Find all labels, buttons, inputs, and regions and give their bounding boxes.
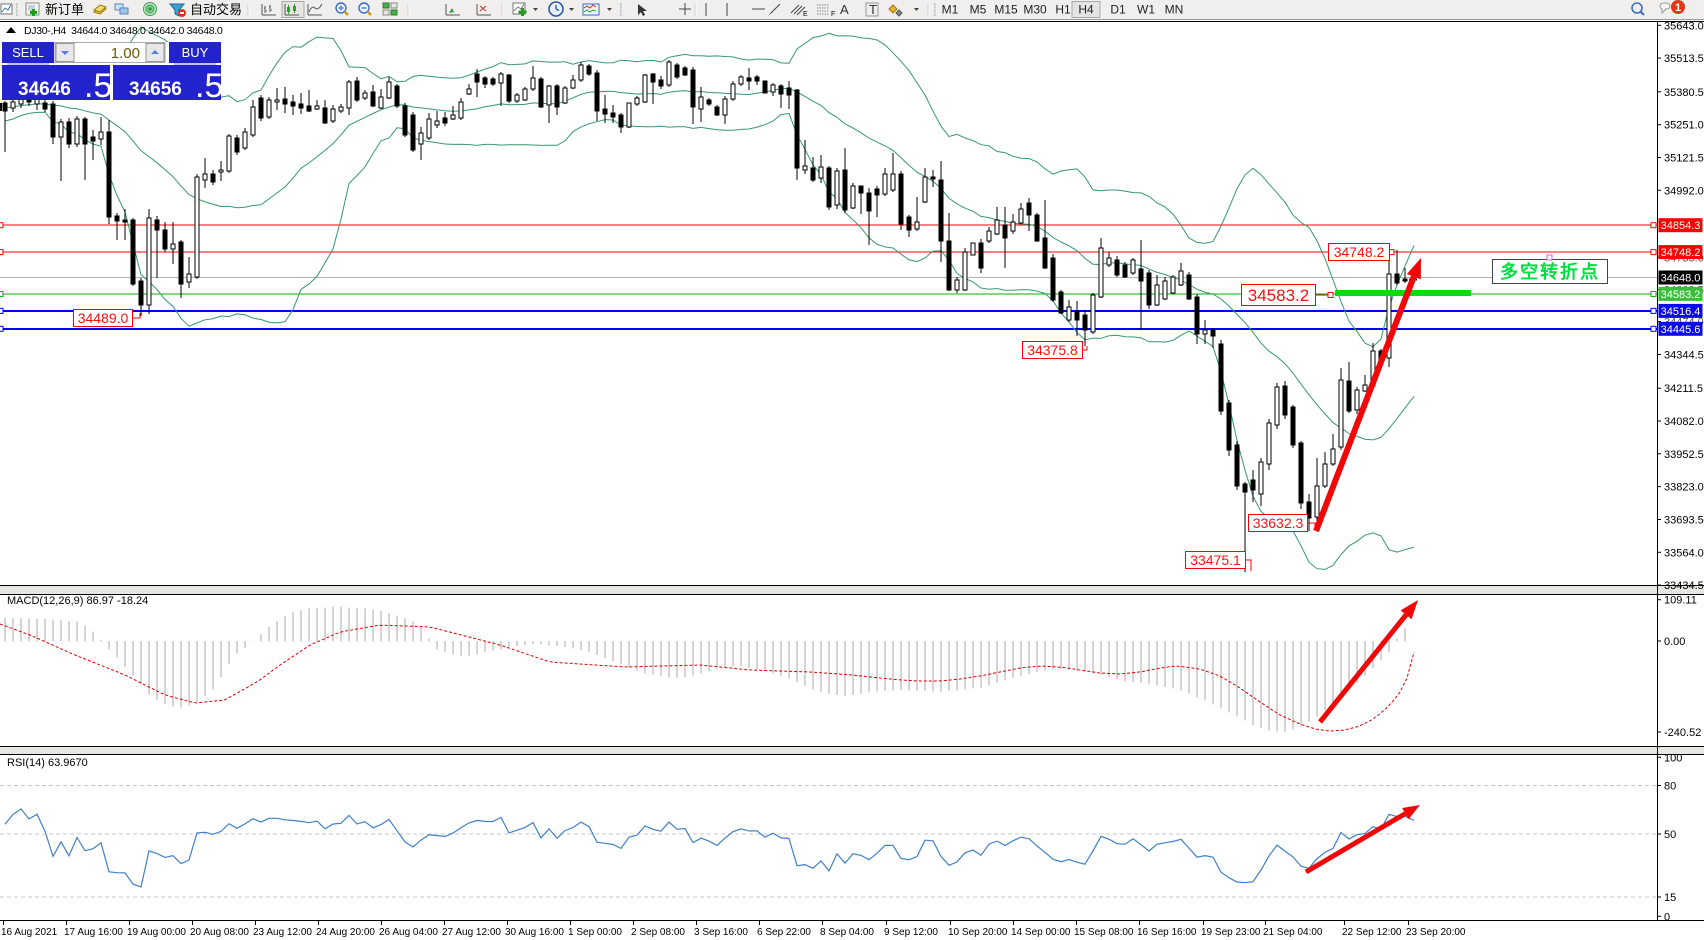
svg-text:M5: M5 xyxy=(970,3,987,17)
svg-text:新订单: 新订单 xyxy=(45,2,84,17)
svg-text:35513.5: 35513.5 xyxy=(1664,53,1704,65)
svg-text:2 Sep 08:00: 2 Sep 08:00 xyxy=(631,927,685,938)
svg-text:27 Aug 12:00: 27 Aug 12:00 xyxy=(442,927,501,938)
svg-text:0: 0 xyxy=(1664,911,1670,923)
svg-text:E: E xyxy=(803,11,808,18)
svg-text:35643.0: 35643.0 xyxy=(1664,20,1704,32)
svg-text:.5: .5 xyxy=(84,67,112,105)
svg-text:22 Sep 12:00: 22 Sep 12:00 xyxy=(1342,927,1402,938)
svg-text:MN: MN xyxy=(1165,3,1184,17)
svg-text:15: 15 xyxy=(1664,892,1676,904)
svg-text:35251.0: 35251.0 xyxy=(1664,120,1704,132)
svg-text:16 Sep 16:00: 16 Sep 16:00 xyxy=(1137,927,1197,938)
svg-text:34489.0: 34489.0 xyxy=(78,310,129,326)
svg-text:.5: .5 xyxy=(195,67,223,105)
svg-text:34344.5: 34344.5 xyxy=(1664,350,1704,362)
svg-text:34375.8: 34375.8 xyxy=(1027,342,1078,358)
svg-text:33952.5: 33952.5 xyxy=(1664,449,1704,461)
svg-text:23 Sep 20:00: 23 Sep 20:00 xyxy=(1406,927,1466,938)
svg-text:34648.0: 34648.0 xyxy=(1661,273,1701,285)
svg-text:T: T xyxy=(869,2,877,17)
svg-text:1 Sep 00:00: 1 Sep 00:00 xyxy=(568,927,622,938)
svg-text:14 Sep 00:00: 14 Sep 00:00 xyxy=(1011,927,1071,938)
svg-text:34992.0: 34992.0 xyxy=(1664,185,1704,197)
svg-text:3 Sep 16:00: 3 Sep 16:00 xyxy=(694,927,748,938)
svg-text:34445.6: 34445.6 xyxy=(1661,324,1701,336)
svg-text:34854.3: 34854.3 xyxy=(1661,220,1701,232)
svg-text:H4: H4 xyxy=(1078,3,1094,17)
svg-text:35380.5: 35380.5 xyxy=(1664,87,1704,99)
svg-text:33564.0: 33564.0 xyxy=(1664,547,1704,559)
svg-text:SELL: SELL xyxy=(12,45,44,60)
svg-text:109.11: 109.11 xyxy=(1664,595,1697,607)
svg-text:34082.0: 34082.0 xyxy=(1664,416,1704,428)
svg-text:A: A xyxy=(840,2,849,17)
svg-text:26 Aug 04:00: 26 Aug 04:00 xyxy=(379,927,438,938)
svg-text:M15: M15 xyxy=(994,3,1018,17)
svg-text:33693.5: 33693.5 xyxy=(1664,515,1704,527)
svg-text:19 Aug 00:00: 19 Aug 00:00 xyxy=(127,927,186,938)
svg-text:34583.2: 34583.2 xyxy=(1661,289,1701,301)
svg-text:50: 50 xyxy=(1664,829,1676,841)
svg-text:M30: M30 xyxy=(1023,3,1047,17)
svg-text:9 Sep 12:00: 9 Sep 12:00 xyxy=(884,927,938,938)
svg-text:DJ30-,H4 34644.0 34648.0 3464: DJ30-,H4 34644.0 34648.0 34642.0 34648.0 xyxy=(24,25,223,37)
svg-text:MACD(12,26,9) 86.97 -18.24: MACD(12,26,9) 86.97 -18.24 xyxy=(7,595,148,607)
svg-text:30 Aug 16:00: 30 Aug 16:00 xyxy=(505,927,564,938)
svg-text:F: F xyxy=(831,11,835,18)
svg-text:34748.2: 34748.2 xyxy=(1661,247,1701,259)
svg-text:20 Aug 08:00: 20 Aug 08:00 xyxy=(190,927,249,938)
svg-text:17 Aug 16:00: 17 Aug 16:00 xyxy=(64,927,123,938)
svg-text:34516.4: 34516.4 xyxy=(1661,306,1701,318)
svg-text:33823.0: 33823.0 xyxy=(1664,482,1704,494)
svg-text:21 Sep 04:00: 21 Sep 04:00 xyxy=(1263,927,1323,938)
svg-text:RSI(14) 63.9670: RSI(14) 63.9670 xyxy=(7,757,88,769)
svg-text:80: 80 xyxy=(1664,781,1676,793)
svg-text:M1: M1 xyxy=(942,3,959,17)
svg-text:24 Aug 20:00: 24 Aug 20:00 xyxy=(316,927,375,938)
svg-text:34748.2: 34748.2 xyxy=(1334,244,1385,260)
svg-text:35121.5: 35121.5 xyxy=(1664,153,1704,165)
svg-text:33632.3: 33632.3 xyxy=(1253,515,1304,531)
svg-text:100: 100 xyxy=(1664,752,1682,764)
svg-text:19 Sep 23:00: 19 Sep 23:00 xyxy=(1201,927,1261,938)
svg-text:15 Sep 08:00: 15 Sep 08:00 xyxy=(1074,927,1134,938)
svg-text:D1: D1 xyxy=(1110,3,1126,17)
svg-text:34583.2: 34583.2 xyxy=(1248,286,1309,305)
svg-text:33434.5: 33434.5 xyxy=(1664,580,1704,592)
svg-text:0.00: 0.00 xyxy=(1664,636,1685,648)
svg-text:1.00: 1.00 xyxy=(111,45,140,62)
svg-text:8 Sep 04:00: 8 Sep 04:00 xyxy=(820,927,874,938)
svg-text:10 Sep 20:00: 10 Sep 20:00 xyxy=(948,927,1008,938)
svg-text:多空转折点: 多空转折点 xyxy=(1500,261,1600,282)
svg-text:1: 1 xyxy=(1675,2,1681,14)
svg-text:34211.5: 34211.5 xyxy=(1664,383,1703,395)
svg-text:自动交易: 自动交易 xyxy=(190,2,242,17)
svg-text:BUY: BUY xyxy=(182,45,209,60)
svg-text:23 Aug 12:00: 23 Aug 12:00 xyxy=(253,927,312,938)
svg-text:W1: W1 xyxy=(1137,3,1155,17)
svg-text:16 Aug 2021: 16 Aug 2021 xyxy=(1,927,58,938)
svg-text:33475.1: 33475.1 xyxy=(1190,552,1241,568)
svg-text:-240.52: -240.52 xyxy=(1664,727,1701,739)
svg-text:6 Sep 22:00: 6 Sep 22:00 xyxy=(757,927,811,938)
svg-text:34656: 34656 xyxy=(129,79,182,100)
svg-text:H1: H1 xyxy=(1055,3,1071,17)
svg-text:34646: 34646 xyxy=(18,79,71,100)
